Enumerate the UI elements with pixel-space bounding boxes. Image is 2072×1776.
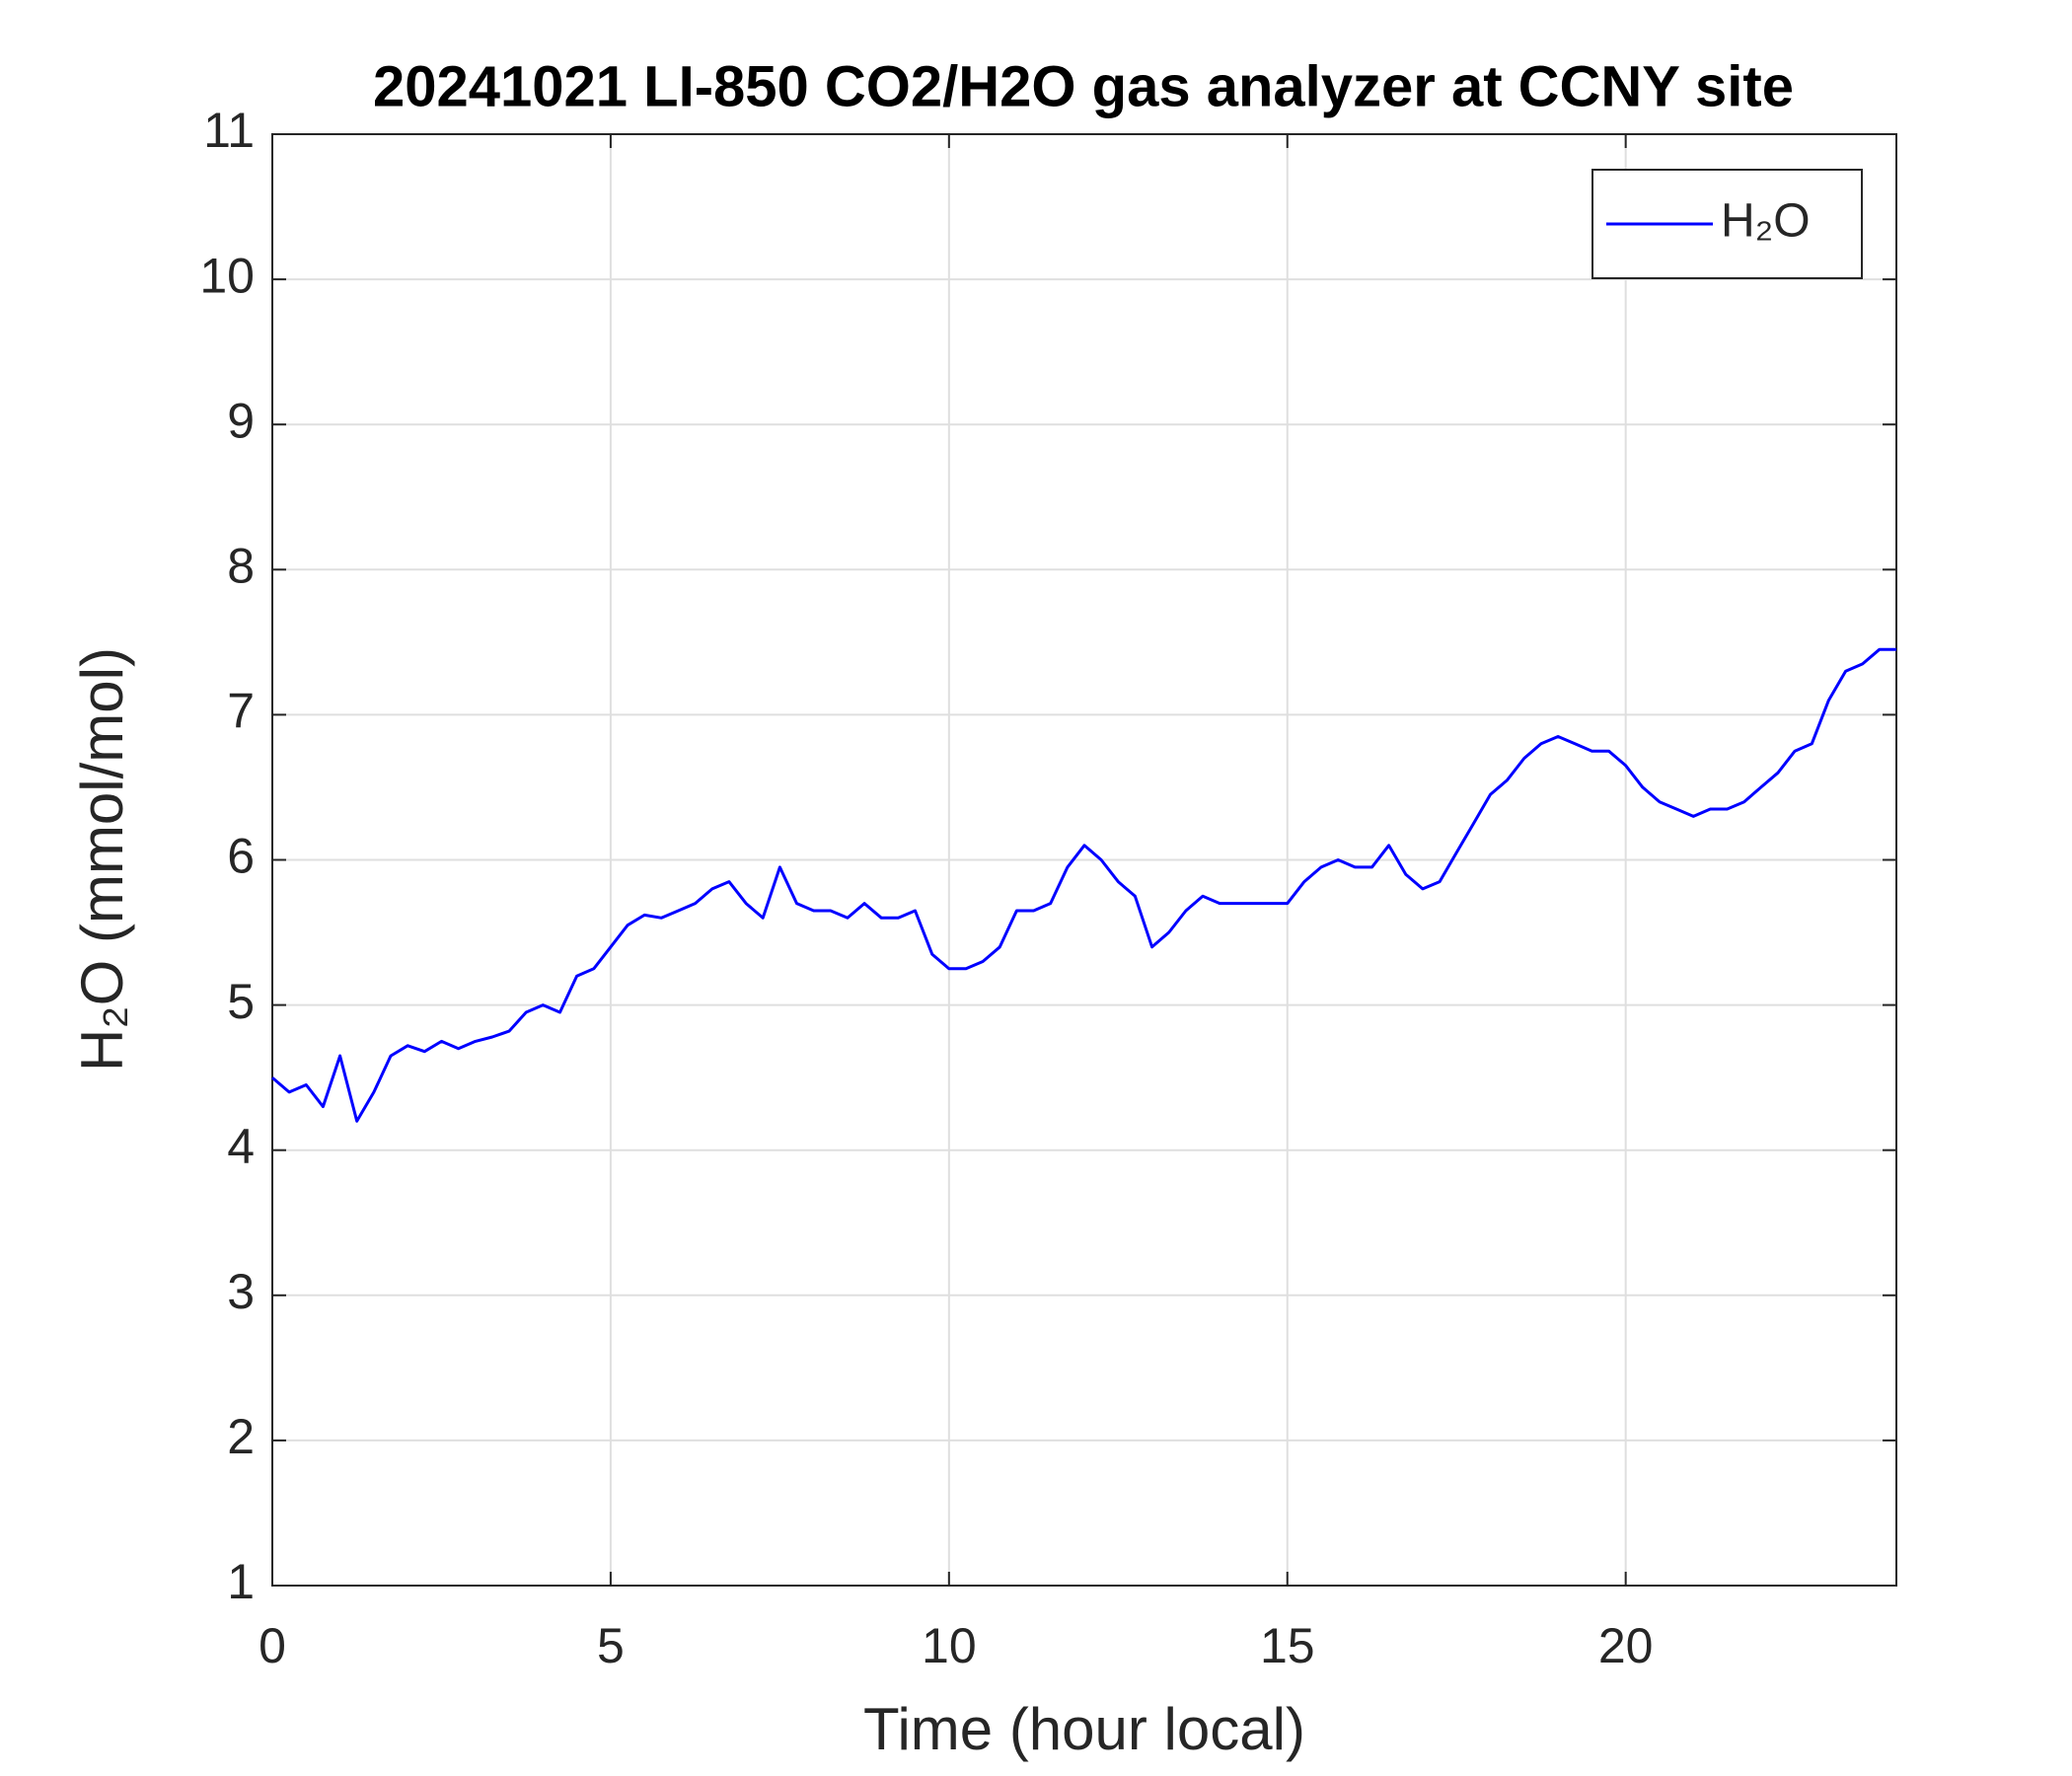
y-tick-label: 8 [227,539,255,594]
y-tick-label: 6 [227,829,255,884]
x-axis-label: Time (hour local) [863,1696,1305,1762]
y-tick-label: 5 [227,974,255,1029]
y-axis-label: H₂O (mmol/mol) [69,647,135,1072]
x-tick-label: 20 [1598,1618,1654,1673]
x-tick-label: 15 [1260,1618,1315,1673]
chart-title: 20241021 LI-850 CO2/H2O gas analyzer at … [373,54,1794,118]
x-tick-label: 0 [259,1618,286,1673]
axes-box [271,133,1897,1587]
y-tick-label: 11 [203,103,255,158]
y-tick-label: 3 [227,1264,255,1319]
y-tick-label: 1 [227,1554,255,1609]
y-tick-label: 10 [199,248,255,303]
x-tick-label: 5 [597,1618,625,1673]
y-tick-label: 9 [227,393,255,448]
legend-label: H₂O [1721,195,1811,248]
y-tick-label: 7 [227,684,255,739]
y-tick-label: 2 [227,1409,255,1464]
data-line [271,647,1896,1123]
y-tick-label: 4 [227,1119,255,1174]
x-tick-label: 10 [922,1618,977,1673]
